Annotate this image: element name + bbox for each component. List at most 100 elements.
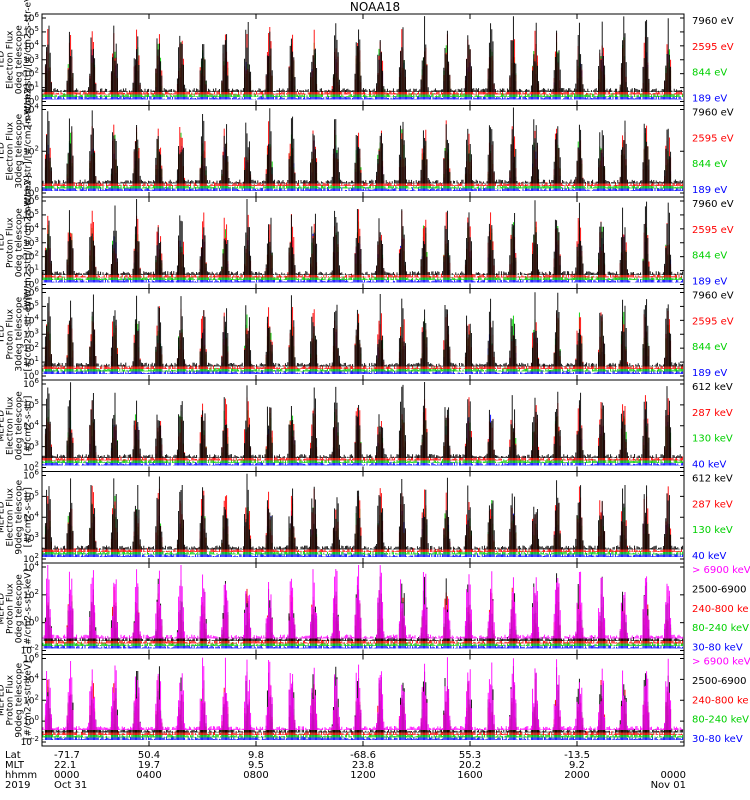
y-axis-label: TEDElectron Flux30deg telescope[mW/m2-st…	[0, 84, 34, 219]
legend-entry: 130 keV	[692, 525, 733, 536]
x-row-value: 1600	[457, 770, 482, 781]
legend-entry: 844 eV	[692, 68, 727, 79]
legend-entry: > 6900 keV	[692, 657, 750, 668]
legend-entry: 240-800 ke	[692, 695, 749, 706]
legend-entry: 2595 eV	[692, 42, 734, 53]
legend-entry: 30-80 keV	[692, 734, 743, 745]
x-row-value: 9.5	[248, 760, 264, 771]
legend-entry: 40 keV	[692, 460, 726, 471]
x-row-value: Nov 01	[651, 780, 686, 791]
series-trace	[42, 382, 684, 458]
legend-entry: 2595 eV	[692, 225, 734, 236]
y-tick-label: 10-2	[21, 735, 39, 748]
series-trace	[42, 199, 684, 275]
x-row-value: -13.5	[564, 750, 590, 761]
legend-entry: 2595 eV	[692, 316, 734, 327]
y-axis-label: MEPEDElectron Flux90deg telescope[#/cm2-…	[0, 479, 34, 554]
y-axis-label: MEPEDProton Flux0deg telescope[#/cm2-s-s…	[0, 569, 34, 648]
legend-entry: 2500-6900	[692, 676, 747, 687]
y-tick-label: 103	[23, 531, 39, 544]
y-tick-label: 106	[23, 652, 39, 665]
y-tick-label: 101	[23, 355, 39, 368]
y-tick-label: 106	[23, 286, 39, 299]
x-row-value: 20.2	[459, 760, 481, 771]
x-row-value: Oct 31	[54, 780, 87, 791]
y-tick-label: 105	[23, 208, 39, 221]
y-tick-label: 104	[23, 419, 39, 432]
series-trace	[42, 657, 684, 730]
x-row-label: MLT	[5, 760, 25, 771]
y-tick-label: 104	[23, 222, 39, 235]
x-row-value: -71.7	[54, 750, 80, 761]
legend-entry: 287 keV	[692, 408, 733, 419]
legend-entry: 844 eV	[692, 251, 727, 262]
legend-entry: > 6900 keV	[692, 565, 750, 576]
x-row-label: Lat	[5, 750, 21, 761]
y-tick-label: 106	[23, 194, 39, 207]
series-trace	[42, 292, 684, 367]
legend-entry: 2500-6900	[692, 584, 747, 595]
series-trace	[42, 565, 684, 639]
y-tick-label: 100	[23, 369, 39, 382]
legend-entry: 80-240 keV	[692, 715, 749, 726]
x-row-value: 9.2	[569, 760, 585, 771]
legend-entry: 7960 eV	[692, 16, 734, 27]
x-row-value: 0400	[136, 770, 161, 781]
y-tick-label: 100	[23, 616, 39, 629]
x-row-value: 23.8	[352, 760, 374, 771]
x-row-label: 2019	[5, 780, 30, 791]
y-tick-label: 102	[23, 341, 39, 354]
legend-entry: 7960 eV	[692, 291, 734, 302]
series-trace	[42, 473, 684, 550]
y-tick-label: 101	[23, 81, 39, 94]
legend-entry: 7960 eV	[692, 199, 734, 210]
y-axis-label: MEPEDProton Flux90deg telescope[#/cm2-s-…	[0, 661, 34, 740]
x-row-value: 22.1	[54, 760, 76, 771]
x-row-value: 0000	[661, 770, 686, 781]
y-axis-label: MEPEDElectron Flux0deg telescope[#/cm2-s…	[0, 391, 34, 461]
legend-entry: 189 eV	[692, 277, 727, 288]
y-tick-label: 103	[23, 236, 39, 249]
y-tick-label: 102	[23, 250, 39, 263]
y-tick-label: 104	[23, 313, 39, 326]
x-row-value: 9.8	[248, 750, 264, 761]
y-tick-label: 104	[23, 103, 39, 116]
y-tick-label: 102	[23, 693, 39, 706]
x-row-value: 19.7	[138, 760, 160, 771]
y-axis-label: TEDProton Flux0deg telescope[mW/m2-str]/…	[0, 175, 34, 310]
y-tick-label: 103	[23, 53, 39, 66]
y-tick-label: 106	[23, 377, 39, 390]
y-tick-label: 102	[23, 461, 39, 474]
y-tick-label: 10-2	[21, 644, 39, 657]
legend-entry: 844 eV	[692, 159, 727, 170]
x-row-label: hhmm	[5, 770, 37, 781]
legend-entry: 612 keV	[692, 382, 733, 393]
legend-entry: 612 keV	[692, 474, 733, 485]
y-tick-label: 105	[23, 299, 39, 312]
legend-entry: 189 eV	[692, 185, 727, 196]
y-tick-label: 104	[23, 39, 39, 52]
y-tick-label: 102	[23, 144, 39, 157]
x-row-value: 0000	[54, 770, 79, 781]
y-tick-label: 104	[23, 560, 39, 573]
legend-entry: 189 eV	[692, 368, 727, 379]
y-tick-label: 106	[23, 469, 39, 482]
y-tick-label: 105	[23, 489, 39, 502]
y-tick-label: 100	[23, 186, 39, 199]
legend-entry: 40 keV	[692, 551, 726, 562]
y-tick-label: 106	[23, 11, 39, 24]
legend-entry: 189 eV	[692, 94, 727, 105]
series-trace	[42, 16, 684, 92]
y-axis-label: TEDElectron Flux0deg telescope[mW/m2-str…	[0, 0, 34, 127]
y-tick-label: 102	[23, 67, 39, 80]
y-tick-label: 103	[23, 327, 39, 340]
x-row-value: 1200	[350, 770, 375, 781]
legend-entry: 240-800 ke	[692, 604, 749, 615]
y-tick-label: 100	[23, 95, 39, 108]
y-tick-label: 102	[23, 588, 39, 601]
legend-entry: 130 keV	[692, 434, 733, 445]
series-trace	[42, 107, 684, 184]
y-tick-label: 103	[23, 440, 39, 453]
y-tick-label: 104	[23, 510, 39, 523]
